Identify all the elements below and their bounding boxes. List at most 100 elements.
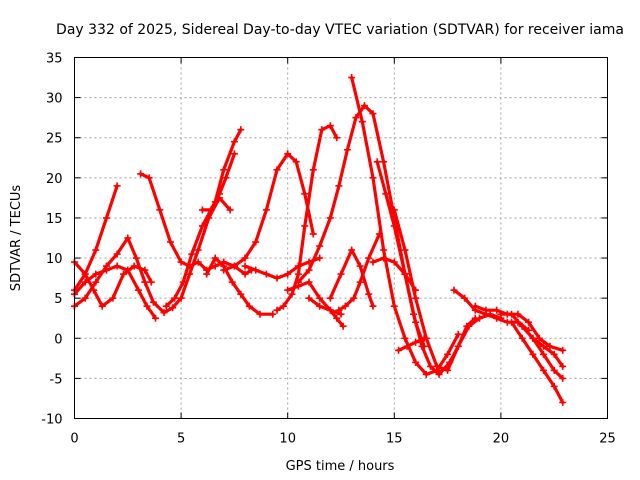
y-tick-label: -5	[50, 372, 63, 387]
data-point	[550, 382, 558, 390]
data-point	[514, 310, 522, 318]
data-point	[508, 310, 516, 318]
data-point	[380, 246, 388, 254]
data-point	[294, 278, 302, 286]
data-point	[198, 206, 206, 214]
data-point	[279, 302, 287, 310]
x-tick-label: 25	[599, 432, 616, 447]
data-point	[343, 146, 351, 154]
x-tick-label: 0	[70, 432, 78, 447]
data-point	[113, 250, 121, 258]
data-point	[540, 342, 548, 350]
y-axis-label: SDTVAR / TECUs	[9, 185, 24, 292]
data-point	[230, 138, 238, 146]
data-point	[252, 266, 260, 274]
data-point	[237, 290, 245, 298]
data-point	[350, 294, 358, 302]
data-point	[508, 318, 516, 326]
data-point	[518, 322, 526, 330]
data-point	[465, 322, 473, 330]
data-point	[273, 306, 281, 314]
data-point	[540, 366, 548, 374]
data-point	[198, 222, 206, 230]
series-sat-v	[450, 286, 533, 334]
data-point	[395, 346, 403, 354]
series-sat-f	[162, 126, 245, 310]
data-point	[333, 314, 341, 322]
chart-title: Day 332 of 2025, Sidereal Day-to-day VTE…	[56, 22, 624, 38]
data-point	[535, 334, 543, 342]
data-point	[252, 238, 260, 246]
data-point	[427, 362, 435, 370]
data-point	[149, 298, 157, 306]
data-point	[382, 190, 390, 198]
series-sat-g	[198, 150, 238, 214]
data-point	[152, 314, 160, 322]
data-point	[454, 330, 462, 338]
data-point	[348, 74, 356, 82]
data-point	[316, 254, 324, 262]
data-point	[316, 294, 324, 302]
y-tick-label: 5	[54, 292, 62, 307]
series-sat-i	[220, 150, 317, 274]
data-point	[294, 270, 302, 278]
data-point	[559, 374, 567, 382]
series-layer	[71, 74, 567, 406]
data-point	[525, 318, 533, 326]
data-point	[220, 166, 228, 174]
data-point	[375, 230, 383, 238]
y-tick-label: -10	[41, 413, 62, 428]
data-point	[420, 334, 428, 342]
data-point	[335, 182, 343, 190]
data-point	[435, 370, 443, 378]
series-line	[222, 152, 315, 272]
data-point	[113, 262, 121, 270]
data-point	[369, 302, 377, 310]
data-point	[482, 306, 490, 314]
y-tick-label: 35	[46, 52, 63, 67]
y-tick-label: 20	[46, 172, 63, 187]
data-point	[292, 158, 300, 166]
data-point	[305, 294, 313, 302]
data-point	[358, 118, 366, 126]
data-point	[335, 306, 343, 314]
data-point	[124, 266, 132, 274]
series-line	[397, 336, 426, 352]
series-sat-o	[326, 246, 377, 310]
data-point	[230, 150, 238, 158]
data-point	[493, 314, 501, 322]
data-point	[401, 246, 409, 254]
data-point	[390, 222, 398, 230]
data-point	[550, 350, 558, 358]
data-point	[188, 250, 196, 258]
data-point	[337, 310, 345, 318]
data-point	[365, 290, 373, 298]
data-point	[348, 246, 356, 254]
data-point	[284, 270, 292, 278]
data-point	[177, 294, 185, 302]
data-point	[237, 126, 245, 134]
data-point	[81, 270, 89, 278]
data-point	[211, 262, 219, 270]
series-sat-k	[273, 122, 341, 314]
data-point	[559, 362, 567, 370]
data-point	[390, 258, 398, 266]
data-point	[518, 334, 526, 342]
data-point	[134, 286, 142, 294]
data-point	[147, 278, 155, 286]
data-point	[113, 182, 121, 190]
data-point	[412, 338, 420, 346]
data-point	[333, 134, 341, 142]
data-point	[141, 278, 149, 286]
x-tick-label: 10	[279, 432, 296, 447]
data-point	[98, 302, 106, 310]
data-point	[269, 310, 277, 318]
data-point	[550, 366, 558, 374]
data-point	[288, 290, 296, 298]
data-point	[412, 294, 420, 302]
data-point	[559, 346, 567, 354]
data-point	[301, 222, 309, 230]
data-point	[401, 270, 409, 278]
data-point	[160, 309, 168, 317]
